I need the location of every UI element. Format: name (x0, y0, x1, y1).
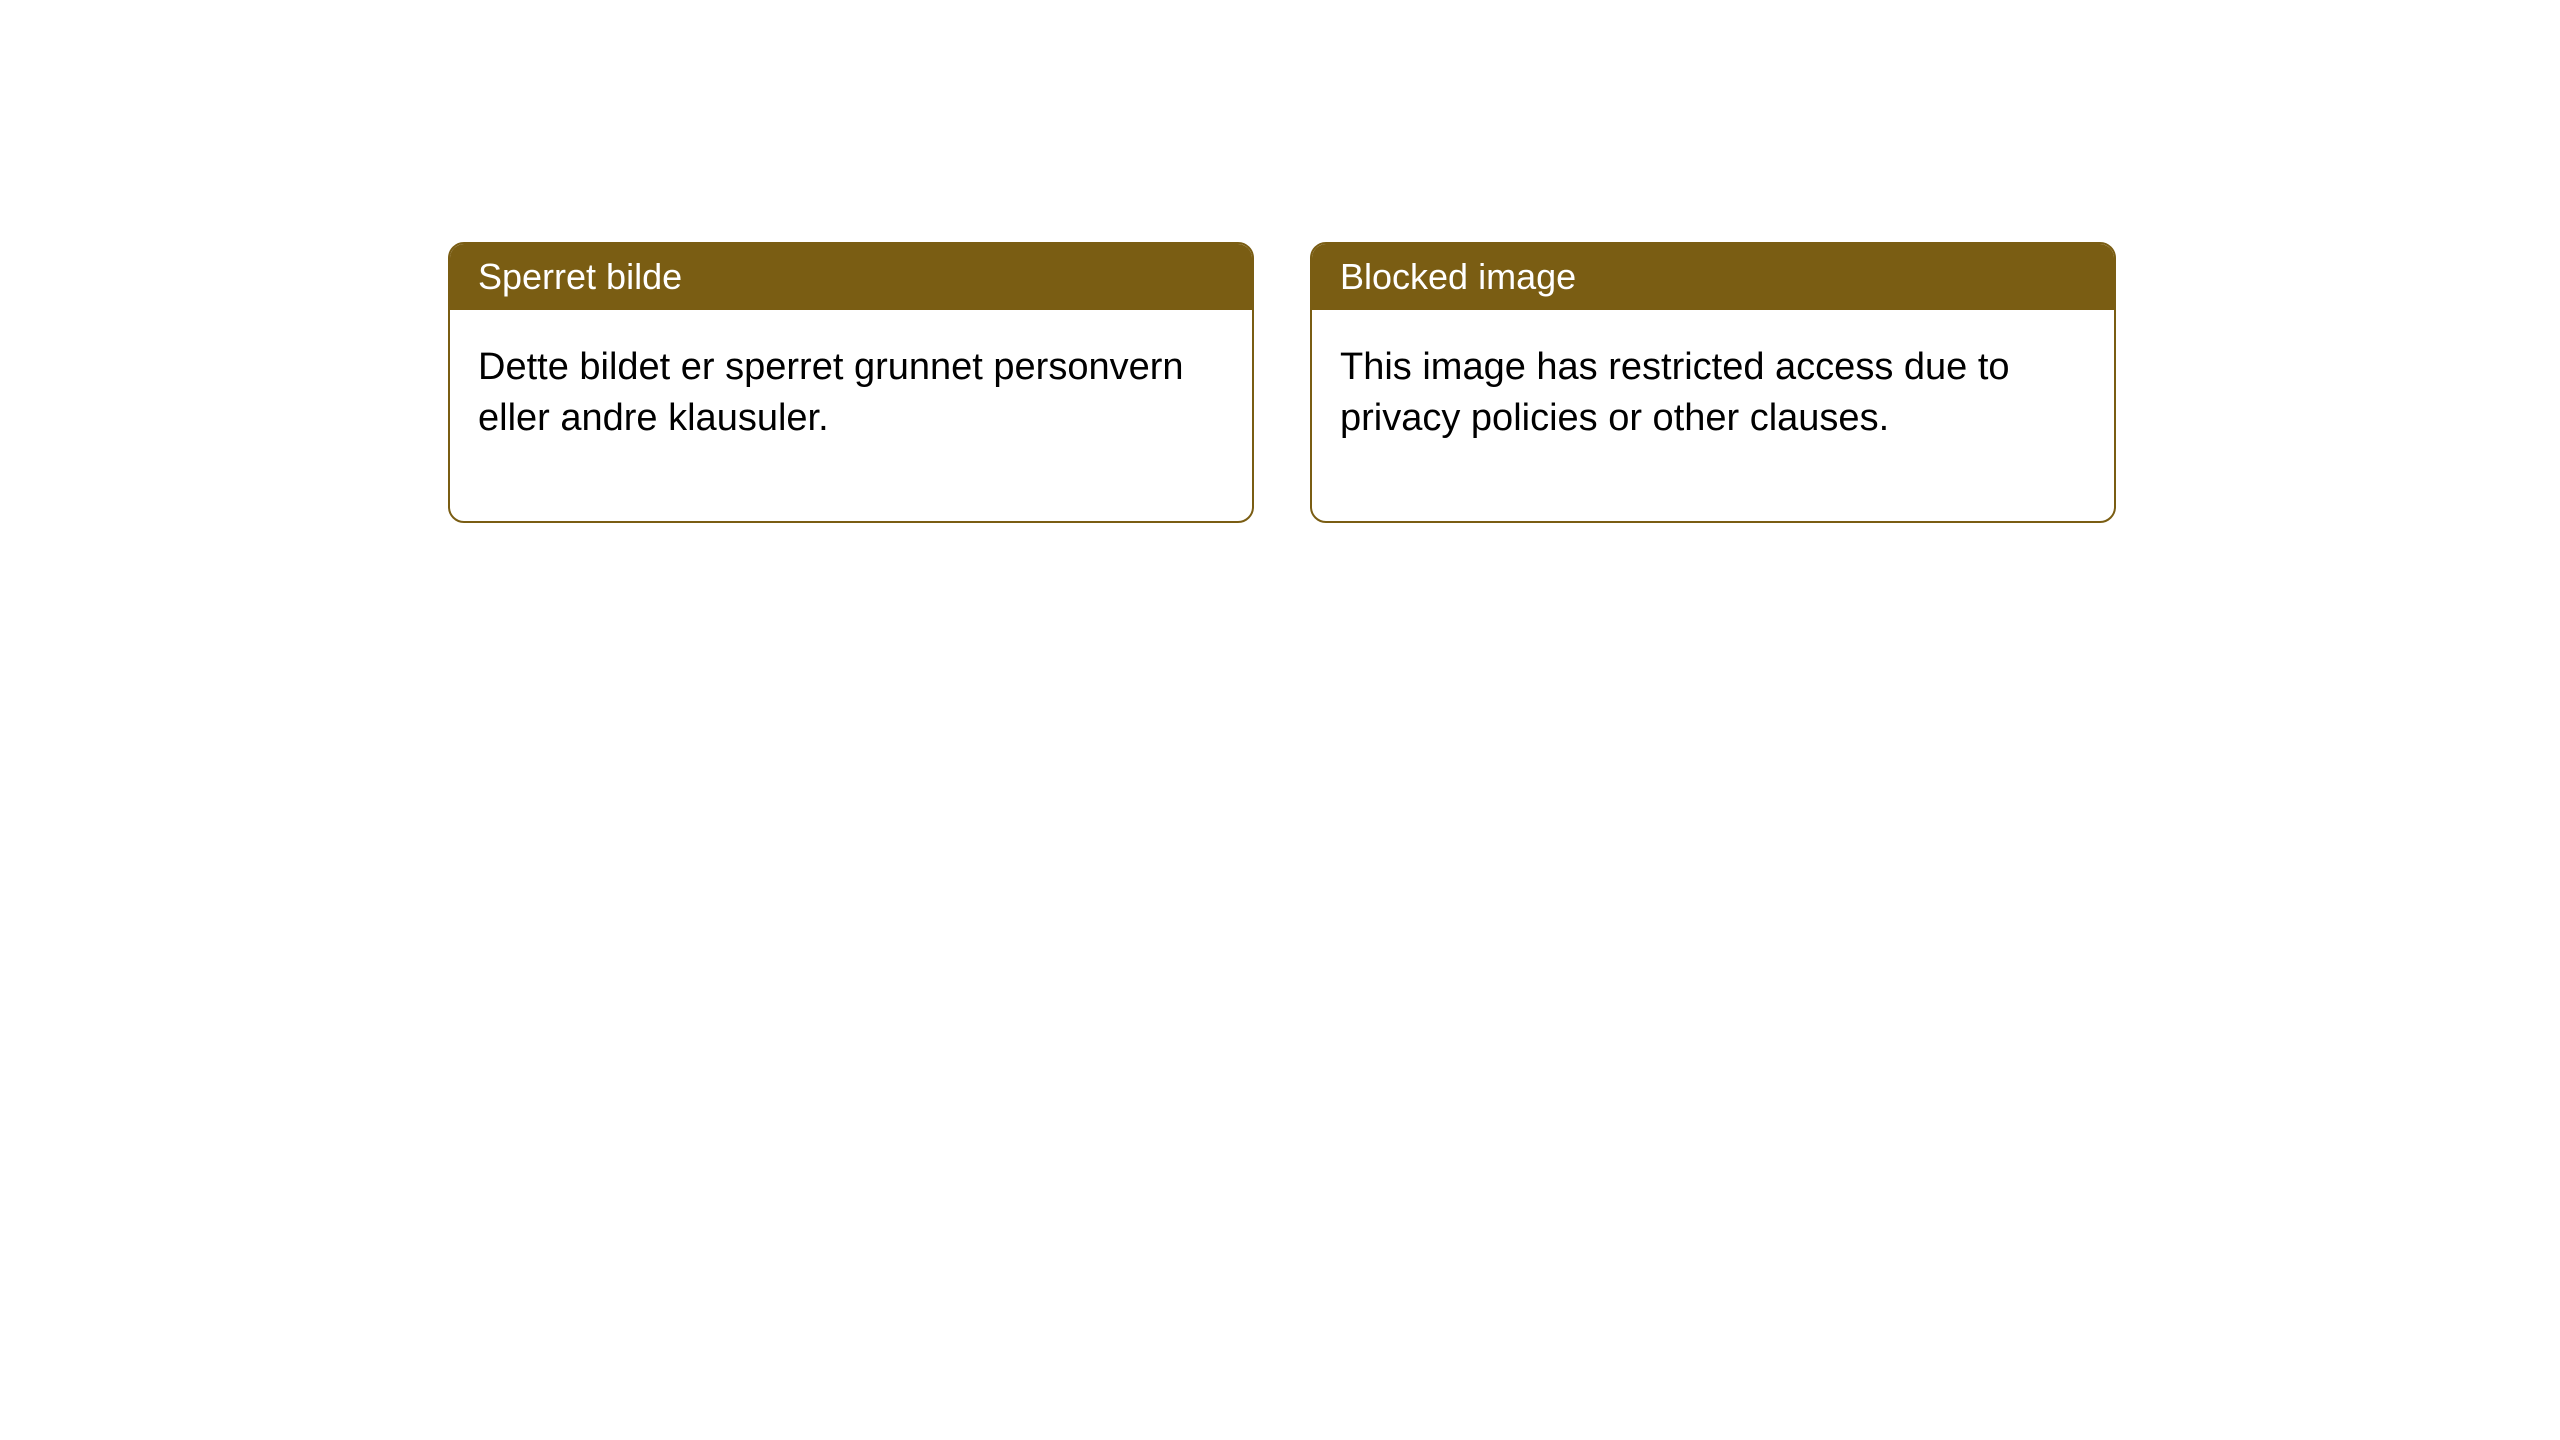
notice-body: This image has restricted access due to … (1312, 310, 2114, 521)
notice-card-english: Blocked image This image has restricted … (1310, 242, 2116, 523)
notice-header: Sperret bilde (450, 244, 1252, 310)
notice-card-norwegian: Sperret bilde Dette bildet er sperret gr… (448, 242, 1254, 523)
notice-header: Blocked image (1312, 244, 2114, 310)
notice-body: Dette bildet er sperret grunnet personve… (450, 310, 1252, 521)
notice-container: Sperret bilde Dette bildet er sperret gr… (0, 0, 2560, 523)
